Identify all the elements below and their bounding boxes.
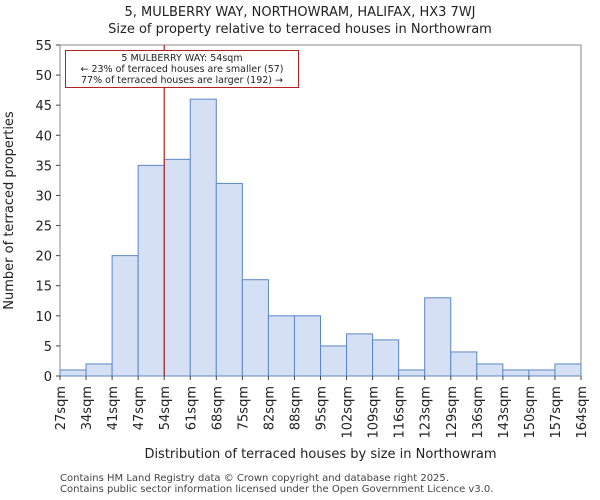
x-tick-label: 95sqm — [315, 386, 330, 430]
y-tick-label: 35 — [35, 159, 52, 174]
y-tick-label: 55 — [35, 39, 52, 54]
x-tick-label: 150sqm — [523, 386, 538, 439]
histogram-bar — [424, 297, 452, 377]
x-tick-label: 157sqm — [549, 386, 564, 439]
x-tick-label: 123sqm — [419, 386, 434, 439]
annotation-line-2: ← 23% of terraced houses are smaller (57… — [80, 64, 284, 75]
histogram-bar — [215, 182, 243, 377]
y-tick-label: 45 — [35, 99, 52, 114]
x-tick-label: 136sqm — [471, 386, 486, 439]
histogram-bar — [346, 333, 374, 377]
y-tick-label: 5 — [44, 340, 52, 355]
y-tick-label: 0 — [44, 370, 52, 385]
footer-line-1: Contains HM Land Registry data © Crown c… — [60, 473, 449, 484]
histogram-bar — [528, 369, 556, 377]
x-tick-label: 34sqm — [80, 386, 95, 430]
annotation-line-1: 5 MULBERRY WAY: 54sqm — [121, 53, 243, 64]
x-tick-label: 75sqm — [236, 386, 251, 430]
x-tick-label: 61sqm — [184, 386, 199, 430]
histogram-bar — [163, 158, 191, 377]
chart-title: 5, MULBERRY WAY, NORTHOWRAM, HALIFAX, HX… — [124, 5, 476, 20]
histogram-bar — [85, 363, 113, 377]
x-tick-label: 68sqm — [210, 386, 225, 430]
chart-subtitle: Size of property relative to terraced ho… — [108, 22, 492, 37]
histogram-bar — [189, 98, 217, 377]
x-tick-label: 54sqm — [158, 386, 173, 430]
y-tick-label: 40 — [35, 129, 52, 144]
x-tick-label: 129sqm — [445, 386, 460, 439]
histogram-bar — [476, 363, 504, 377]
y-tick-label: 15 — [35, 280, 52, 295]
x-tick-label: 164sqm — [575, 386, 590, 439]
x-tick-label: 102sqm — [341, 386, 356, 439]
y-tick-label: 10 — [35, 310, 52, 325]
annotation-line-3: 77% of terraced houses are larger (192) … — [81, 75, 283, 86]
x-tick-label: 88sqm — [288, 386, 303, 430]
x-tick-label: 82sqm — [262, 386, 277, 430]
x-tick-label: 27sqm — [54, 386, 69, 430]
y-tick-label: 25 — [35, 220, 52, 235]
histogram-bar — [111, 255, 139, 377]
x-tick-label: 41sqm — [106, 386, 121, 430]
y-tick-label: 50 — [35, 69, 52, 84]
x-tick-label: 143sqm — [497, 386, 512, 439]
histogram-bar — [450, 351, 478, 377]
histogram-bar — [502, 369, 530, 377]
histogram-bar — [320, 345, 348, 377]
footer: Contains HM Land Registry data © Crown c… — [60, 473, 493, 495]
x-tick-label: 116sqm — [393, 386, 408, 439]
histogram-bar — [398, 369, 426, 377]
footer-line-2: Contains public sector information licen… — [60, 484, 494, 495]
x-axis-label: Distribution of terraced houses by size … — [144, 447, 496, 462]
y-tick-label: 20 — [35, 250, 52, 265]
histogram-bar — [59, 369, 87, 377]
x-tick-label: 47sqm — [132, 386, 147, 430]
histogram-bar — [293, 315, 322, 377]
histogram-bar — [267, 315, 295, 377]
histogram-bar — [241, 279, 269, 377]
y-tick-label: 30 — [35, 189, 52, 204]
marker-annotation: 5 MULBERRY WAY: 54sqm ← 23% of terraced … — [65, 50, 299, 88]
histogram-bar — [372, 339, 400, 377]
x-tick-label: 109sqm — [367, 386, 382, 439]
histogram-bar — [554, 363, 582, 377]
histogram-bar — [137, 164, 165, 377]
y-axis-label: Number of terraced properties — [2, 111, 17, 310]
